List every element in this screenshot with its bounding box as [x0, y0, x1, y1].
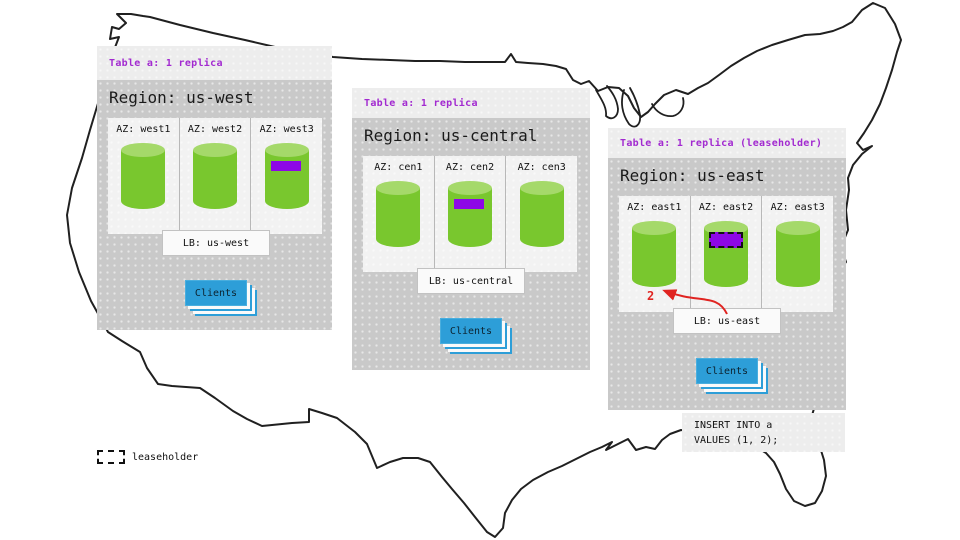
- az-column-east1: AZ: east1: [619, 196, 691, 312]
- region-panel-us-east: Table a: 1 replica (leaseholder) Region:…: [608, 128, 846, 410]
- cylinder-top: [193, 143, 237, 157]
- az-label: AZ: east1: [627, 202, 682, 213]
- az-label: AZ: cen3: [517, 162, 566, 173]
- region-title: Region: us-east: [620, 166, 765, 185]
- az-group: AZ: west1 AZ: west2 AZ: west3: [108, 118, 322, 234]
- cylinder-top: [519, 181, 564, 195]
- cylinder-body: [376, 188, 421, 247]
- table-replica-header: Table a: 1 replica: [352, 88, 590, 118]
- table-replica-label: Table a: 1 replica: [109, 57, 223, 69]
- replica-range-marker: [270, 161, 301, 171]
- region-title: Region: us-central: [364, 126, 538, 145]
- cylinder-top: [448, 181, 492, 195]
- arrow-step-number: 2: [647, 289, 655, 303]
- load-balancer-box: LB: us-central: [417, 268, 525, 294]
- database-cylinder: [519, 181, 564, 247]
- database-cylinder: [121, 143, 166, 209]
- region-panel-us-central: Table a: 1 replica Region: us-central AZ…: [352, 88, 590, 370]
- clients-stack: Clients: [696, 358, 758, 384]
- az-column-cen3: AZ: cen3: [506, 156, 577, 272]
- clients-stack: Clients: [185, 280, 247, 306]
- database-cylinder: [193, 143, 237, 209]
- region-body: Region: us-east AZ: east1 AZ: east2 AZ: …: [608, 158, 846, 410]
- table-replica-header: Table a: 1 replica (leaseholder): [608, 128, 846, 158]
- az-label: AZ: west2: [187, 124, 243, 135]
- clients-stack: Clients: [440, 318, 502, 344]
- az-label: AZ: west1: [116, 124, 171, 135]
- cylinder-top: [775, 221, 820, 235]
- clients-label: Clients: [449, 325, 493, 337]
- table-replica-header: Table a: 1 replica: [97, 46, 332, 80]
- insert-line-2: VALUES (1, 2);: [694, 435, 779, 446]
- database-cylinder: [775, 221, 820, 287]
- cylinder-top: [264, 143, 309, 157]
- clients-label: Clients: [705, 365, 749, 377]
- cylinder-body: [519, 188, 564, 247]
- az-group: AZ: cen1 AZ: cen2 AZ: cen3: [363, 156, 577, 272]
- cylinder-top: [376, 181, 421, 195]
- legend: leaseholder: [97, 450, 198, 464]
- az-label: AZ: west3: [259, 124, 314, 135]
- az-column-west3: AZ: west3: [251, 118, 322, 234]
- table-replica-label: Table a: 1 replica (leaseholder): [620, 137, 823, 149]
- az-label: AZ: cen1: [374, 162, 423, 173]
- az-column-east2: AZ: east2: [691, 196, 763, 312]
- cylinder-body: [632, 228, 677, 287]
- database-cylinder: [704, 221, 748, 287]
- az-column-cen2: AZ: cen2: [435, 156, 507, 272]
- cylinder-top: [121, 143, 166, 157]
- region-title: Region: us-west: [109, 88, 254, 107]
- az-column-cen1: AZ: cen1: [363, 156, 435, 272]
- cylinder-body: [193, 150, 237, 209]
- az-column-west2: AZ: west2: [180, 118, 252, 234]
- replica-range-marker: [454, 199, 484, 209]
- clients-label: Clients: [194, 287, 238, 299]
- cylinder-top: [632, 221, 677, 235]
- database-cylinder: [448, 181, 492, 247]
- region-body: Region: us-west AZ: west1 AZ: west2 AZ: …: [97, 80, 332, 330]
- az-column-east3: AZ: east3: [762, 196, 833, 312]
- database-cylinder: [264, 143, 309, 209]
- az-column-west1: AZ: west1: [108, 118, 180, 234]
- leaseholder-range-marker: [709, 232, 743, 248]
- legend-label: leaseholder: [132, 451, 199, 463]
- insert-statement-note: INSERT INTO a VALUES (1, 2);: [682, 413, 845, 452]
- database-cylinder: [376, 181, 421, 247]
- cylinder-body: [264, 150, 309, 209]
- load-balancer-box: LB: us-east: [673, 308, 781, 334]
- load-balancer-box: LB: us-west: [162, 230, 270, 256]
- cylinder-body: [121, 150, 166, 209]
- great-lakes-outline: [595, 85, 685, 128]
- az-label: AZ: east2: [698, 202, 754, 213]
- region-panel-us-west: Table a: 1 replica Region: us-west AZ: w…: [97, 46, 332, 330]
- cylinder-body: [775, 228, 820, 287]
- az-label: AZ: east3: [770, 202, 825, 213]
- table-replica-label: Table a: 1 replica: [364, 97, 478, 109]
- region-body: Region: us-central AZ: cen1 AZ: cen2 AZ:…: [352, 118, 590, 370]
- cylinder-body: [448, 188, 492, 247]
- database-cylinder: [632, 221, 677, 287]
- leaseholder-swatch-icon: [97, 450, 125, 464]
- az-label: AZ: cen2: [445, 162, 495, 173]
- insert-line-1: INSERT INTO a: [694, 420, 773, 431]
